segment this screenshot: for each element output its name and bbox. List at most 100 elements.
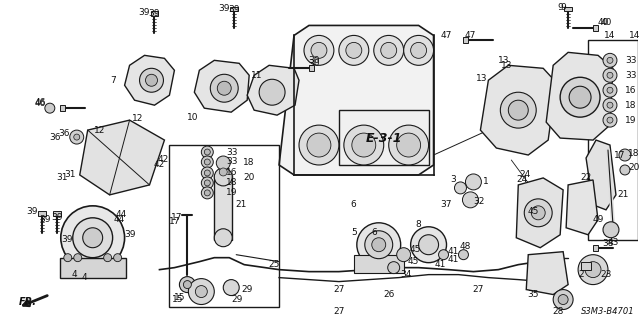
Circle shape: [357, 223, 401, 267]
Circle shape: [299, 125, 339, 165]
Text: 6: 6: [371, 228, 376, 237]
Text: 19: 19: [625, 115, 636, 125]
Text: 47: 47: [441, 31, 452, 40]
Bar: [60, 258, 125, 278]
Circle shape: [74, 134, 80, 140]
Circle shape: [202, 156, 213, 168]
Text: 21: 21: [617, 190, 628, 199]
Circle shape: [204, 159, 211, 165]
Circle shape: [202, 177, 213, 189]
Bar: [38, 211, 46, 216]
Circle shape: [463, 192, 479, 208]
Text: 31: 31: [64, 170, 76, 180]
Text: 14: 14: [629, 31, 640, 40]
Text: 1: 1: [483, 177, 488, 186]
Text: 18: 18: [227, 178, 237, 188]
Text: 33: 33: [625, 56, 636, 65]
Text: 39: 39: [124, 230, 135, 239]
Text: E-3-1: E-3-1: [365, 131, 402, 145]
Text: 16: 16: [625, 86, 636, 95]
Circle shape: [388, 125, 429, 165]
Text: 15: 15: [173, 293, 185, 302]
Text: 15: 15: [172, 295, 183, 304]
Circle shape: [74, 254, 82, 262]
Circle shape: [524, 199, 552, 227]
Circle shape: [397, 248, 411, 262]
Circle shape: [214, 168, 232, 186]
Text: 46: 46: [34, 98, 45, 107]
Circle shape: [259, 79, 285, 105]
Circle shape: [578, 255, 608, 285]
Text: 20: 20: [243, 174, 255, 182]
Text: 37: 37: [441, 200, 452, 209]
Text: 7: 7: [109, 76, 115, 85]
Circle shape: [140, 68, 163, 92]
Bar: [170, 145, 279, 307]
Circle shape: [419, 235, 438, 255]
Text: 29: 29: [241, 285, 253, 294]
Circle shape: [218, 81, 231, 95]
Text: 45: 45: [410, 245, 421, 254]
Bar: [588, 41, 638, 240]
Text: 42: 42: [154, 160, 165, 169]
Text: 41: 41: [448, 255, 459, 264]
Text: 23: 23: [600, 270, 612, 279]
Text: 33: 33: [227, 158, 237, 167]
Text: 10: 10: [187, 113, 198, 122]
Circle shape: [607, 57, 613, 63]
Bar: [581, 262, 591, 270]
Text: 9: 9: [560, 3, 566, 12]
Circle shape: [374, 35, 404, 65]
Text: 44: 44: [116, 210, 127, 219]
Text: 36: 36: [58, 129, 70, 137]
Text: 27: 27: [333, 285, 344, 294]
Text: 25: 25: [268, 260, 280, 269]
Text: 32: 32: [474, 197, 485, 206]
Circle shape: [585, 262, 601, 278]
Text: 31: 31: [56, 174, 68, 182]
Bar: [564, 6, 572, 11]
Text: 12: 12: [94, 126, 106, 135]
Text: 38: 38: [602, 239, 614, 248]
Polygon shape: [516, 178, 563, 248]
Circle shape: [204, 149, 211, 155]
Circle shape: [64, 254, 72, 262]
Text: 41: 41: [435, 260, 446, 269]
Text: 28: 28: [552, 307, 564, 316]
Circle shape: [104, 254, 111, 262]
Circle shape: [344, 125, 384, 165]
Circle shape: [214, 229, 232, 247]
Text: 24: 24: [520, 170, 531, 180]
Circle shape: [607, 72, 613, 78]
Text: 45: 45: [527, 207, 539, 216]
Text: 26: 26: [383, 290, 394, 299]
Polygon shape: [526, 252, 568, 294]
Text: 17: 17: [171, 213, 182, 222]
Bar: [150, 11, 159, 17]
Bar: [339, 110, 429, 165]
Bar: [463, 37, 468, 43]
Circle shape: [372, 238, 386, 252]
Text: 33: 33: [625, 71, 636, 80]
Text: 27: 27: [333, 307, 344, 316]
Circle shape: [61, 206, 125, 270]
Polygon shape: [80, 120, 164, 195]
Circle shape: [45, 103, 55, 113]
Text: 27: 27: [473, 285, 484, 294]
Text: 41: 41: [448, 247, 459, 256]
Text: 4: 4: [72, 270, 77, 279]
Circle shape: [454, 182, 467, 194]
Text: 39: 39: [148, 9, 160, 18]
Polygon shape: [546, 52, 613, 140]
Circle shape: [114, 254, 122, 262]
Text: FR.: FR.: [19, 297, 37, 307]
Text: 17: 17: [614, 151, 626, 160]
Circle shape: [216, 156, 230, 170]
Text: 5: 5: [351, 228, 356, 237]
Text: 18: 18: [628, 149, 639, 158]
Bar: [354, 255, 404, 273]
Text: 20: 20: [628, 163, 639, 173]
Circle shape: [558, 294, 568, 305]
Circle shape: [603, 98, 617, 112]
Text: 40: 40: [597, 18, 609, 27]
